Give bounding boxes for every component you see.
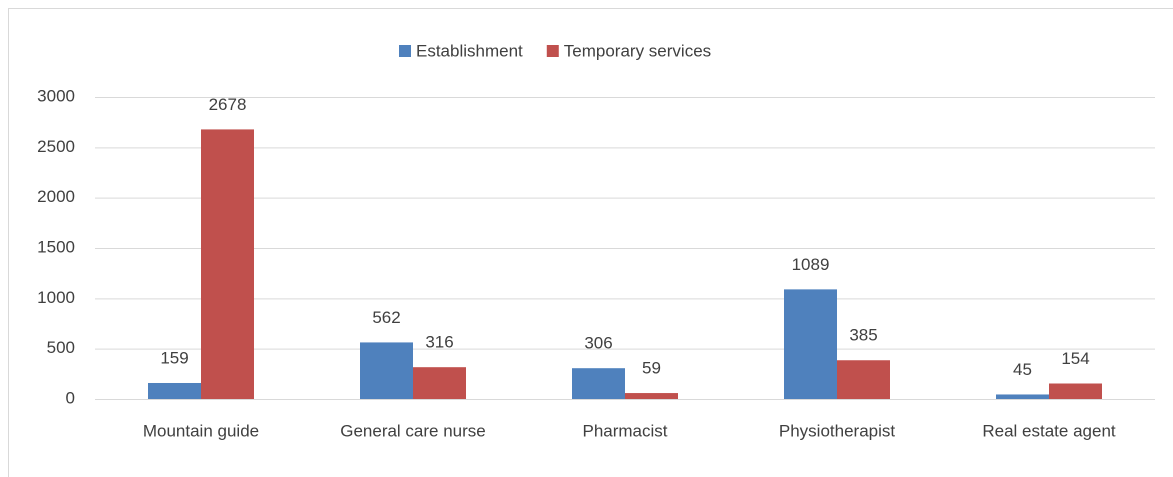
data-label: 1089 (792, 255, 830, 274)
data-label: 562 (372, 308, 400, 327)
bar (784, 289, 837, 399)
x-tick-label: Physiotherapist (779, 421, 896, 440)
bar (996, 394, 1049, 399)
y-tick-label: 2000 (37, 187, 75, 206)
legend-swatch (399, 45, 411, 57)
data-label: 306 (584, 334, 612, 353)
y-tick-label: 500 (47, 338, 75, 357)
x-tick-label: Pharmacist (582, 421, 667, 440)
data-label: 59 (642, 359, 661, 378)
chart-frame (8, 8, 1173, 477)
bar (148, 382, 201, 399)
data-label: 385 (849, 326, 877, 345)
y-tick-label: 0 (66, 388, 75, 407)
y-tick-label: 1500 (37, 237, 75, 256)
bar (572, 368, 625, 399)
legend-label: Temporary services (564, 41, 711, 60)
bar (360, 342, 413, 399)
data-label: 154 (1061, 349, 1089, 368)
data-label: 2678 (209, 95, 247, 114)
legend-label: Establishment (416, 41, 523, 60)
y-tick-label: 1000 (37, 288, 75, 307)
bar (201, 129, 254, 399)
bar (837, 360, 890, 399)
bar (1049, 383, 1102, 399)
data-label: 159 (160, 348, 188, 367)
x-tick-label: General care nurse (340, 421, 486, 440)
data-label: 316 (425, 333, 453, 352)
y-tick-label: 2500 (37, 137, 75, 156)
data-label: 45 (1013, 360, 1032, 379)
legend-swatch (546, 45, 559, 57)
bar (413, 367, 466, 399)
bar (625, 393, 678, 399)
x-tick-label: Mountain guide (143, 421, 259, 440)
y-tick-label: 3000 (37, 86, 75, 105)
x-tick-label: Real estate agent (982, 421, 1116, 440)
